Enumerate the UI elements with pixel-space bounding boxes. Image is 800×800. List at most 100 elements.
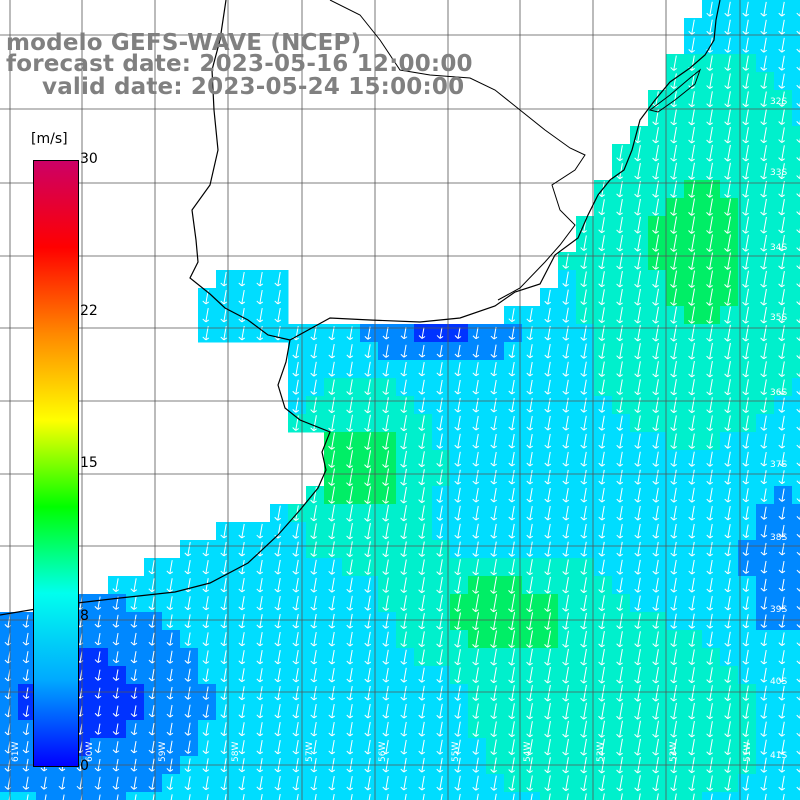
wind-arrow bbox=[508, 630, 515, 648]
wind-arrow bbox=[796, 353, 800, 359]
wind-arrow bbox=[148, 650, 156, 664]
wind-arrow bbox=[742, 55, 749, 71]
longitude-label: 51W bbox=[743, 742, 753, 762]
wind-arrow bbox=[238, 596, 246, 611]
wind-arrow bbox=[490, 433, 498, 449]
wind-arrow bbox=[670, 162, 677, 180]
wind-arrow bbox=[436, 433, 443, 449]
wind-arrow bbox=[346, 739, 354, 755]
wind-arrow bbox=[472, 721, 479, 737]
wind-arrow bbox=[634, 649, 641, 666]
wind-arrow bbox=[656, 793, 659, 800]
wind-arrow bbox=[688, 649, 695, 665]
wind-arrow bbox=[184, 560, 192, 575]
wind-arrow bbox=[274, 505, 281, 521]
wind-arrow bbox=[130, 596, 138, 610]
wind-arrow bbox=[508, 523, 516, 539]
wind-arrow bbox=[724, 775, 731, 791]
wind-arrow bbox=[670, 684, 677, 702]
wind-arrow bbox=[418, 523, 425, 539]
wind-arrow bbox=[724, 19, 731, 35]
wind-arrow bbox=[724, 469, 732, 485]
wind-arrow bbox=[724, 109, 731, 126]
wind-arrow bbox=[616, 505, 624, 521]
wind-arrow bbox=[562, 720, 569, 738]
wind-arrow bbox=[742, 649, 750, 665]
wind-arrow bbox=[796, 641, 800, 647]
wind-arrow bbox=[346, 432, 353, 450]
wind-arrow bbox=[166, 722, 174, 736]
wind-arrow bbox=[616, 469, 624, 485]
wind-arrow bbox=[166, 704, 174, 718]
wind-arrow bbox=[688, 595, 696, 611]
wind-arrow bbox=[724, 379, 731, 396]
wind-arrow bbox=[220, 578, 228, 593]
wind-arrow bbox=[706, 234, 713, 252]
wind-arrow bbox=[166, 740, 174, 754]
wind-arrow bbox=[454, 433, 462, 449]
wind-arrow bbox=[526, 505, 534, 521]
wind-arrow bbox=[580, 577, 587, 594]
wind-arrow bbox=[652, 505, 660, 521]
wind-arrow bbox=[706, 541, 714, 557]
wind-arrow bbox=[130, 632, 138, 646]
wind-arrow bbox=[724, 703, 731, 720]
wind-arrow bbox=[292, 613, 300, 629]
wind-arrow bbox=[112, 741, 120, 754]
wind-arrow bbox=[598, 666, 605, 684]
wind-arrow bbox=[544, 379, 552, 395]
wind-arrow bbox=[706, 252, 713, 270]
wind-arrow bbox=[652, 198, 659, 216]
latitude-label: 41S bbox=[770, 751, 787, 761]
wind-arrow bbox=[778, 379, 785, 395]
wind-arrow bbox=[724, 91, 731, 108]
wind-arrow bbox=[796, 335, 800, 341]
wind-speed-cell bbox=[792, 738, 800, 757]
wind-arrow bbox=[224, 794, 227, 800]
wind-arrow bbox=[400, 667, 408, 683]
wind-arrow bbox=[778, 271, 785, 288]
wind-arrow bbox=[490, 362, 498, 377]
wind-arrow bbox=[436, 327, 444, 339]
wind-arrow bbox=[760, 198, 767, 216]
wind-speed-cell bbox=[396, 792, 415, 800]
wind-arrow bbox=[274, 722, 282, 737]
wind-arrow bbox=[346, 361, 354, 377]
wind-arrow bbox=[706, 55, 713, 71]
wind-arrow bbox=[346, 577, 353, 593]
wind-arrow bbox=[454, 505, 462, 521]
wind-arrow bbox=[724, 234, 731, 252]
wind-arrow bbox=[202, 740, 210, 755]
wind-arrow bbox=[652, 631, 659, 647]
wind-arrow bbox=[634, 379, 641, 396]
wind-arrow bbox=[652, 487, 660, 503]
wind-arrow bbox=[274, 740, 282, 755]
wind-arrow bbox=[436, 631, 443, 648]
wind-arrow bbox=[184, 542, 192, 557]
wind-arrow bbox=[436, 612, 443, 630]
wind-arrow bbox=[310, 397, 317, 413]
wind-arrow bbox=[724, 631, 732, 647]
wind-arrow bbox=[670, 324, 677, 342]
wind-arrow bbox=[688, 720, 695, 738]
wind-arrow bbox=[562, 775, 569, 792]
wind-arrow bbox=[220, 541, 228, 557]
wind-arrow bbox=[508, 505, 516, 521]
wind-arrow bbox=[778, 1, 786, 17]
wind-arrow bbox=[220, 271, 228, 287]
wind-speed-cell bbox=[792, 90, 800, 109]
wind-arrow bbox=[310, 415, 317, 432]
wind-arrow bbox=[418, 739, 426, 755]
wind-arrow bbox=[454, 739, 461, 755]
wind-arrow bbox=[292, 775, 300, 791]
wind-arrow bbox=[112, 776, 120, 790]
wind-arrow bbox=[220, 740, 228, 755]
wind-arrow bbox=[796, 461, 800, 467]
wind-arrow bbox=[328, 326, 336, 341]
wind-arrow bbox=[454, 327, 462, 339]
wind-arrow bbox=[256, 632, 264, 647]
wind-arrow bbox=[490, 721, 497, 737]
wind-arrow bbox=[652, 342, 659, 360]
wind-arrow bbox=[580, 775, 587, 792]
wind-arrow bbox=[760, 163, 767, 180]
